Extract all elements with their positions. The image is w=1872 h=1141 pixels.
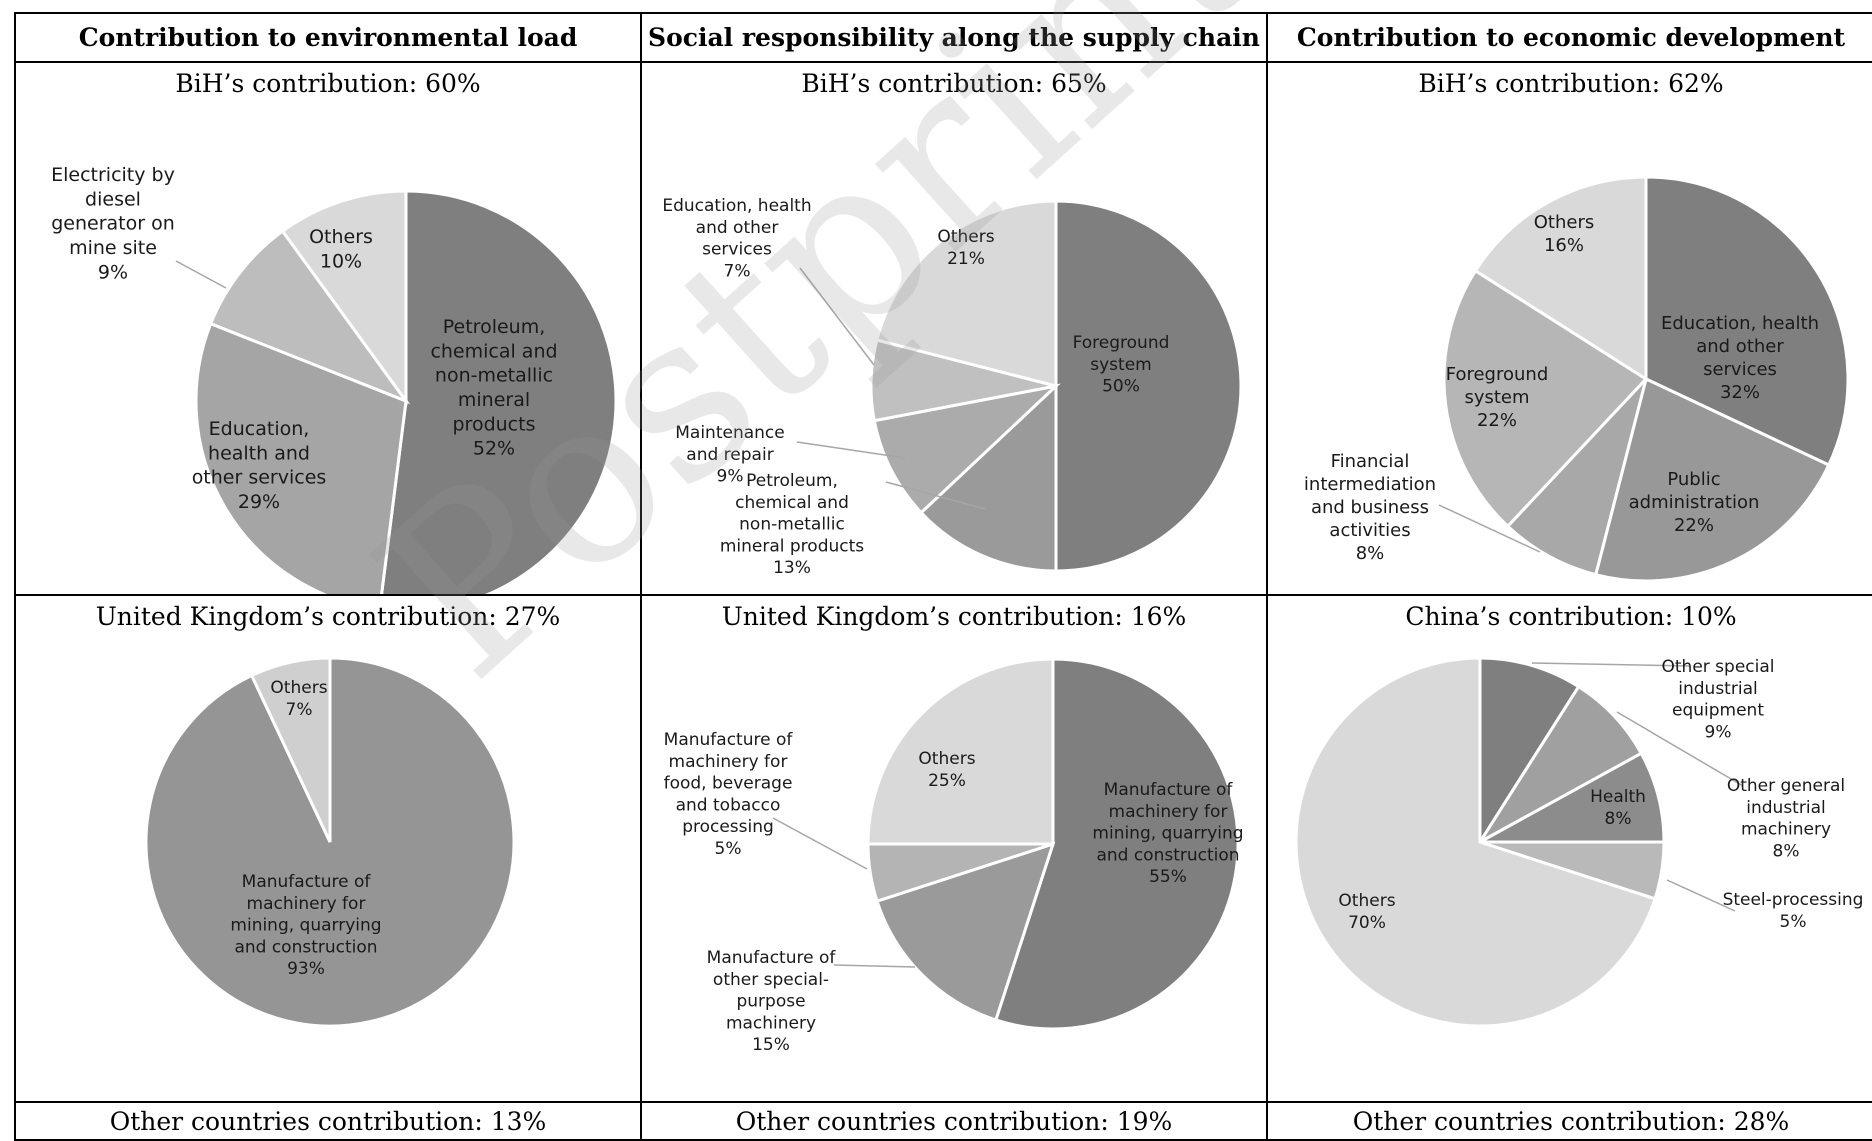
slice-label: Others 10% — [309, 226, 373, 272]
slice-label: Others 7% — [270, 678, 327, 720]
chart-cell-4: United Kingdom’s contribution: 16% Manuf… — [642, 596, 1268, 1103]
pie-slice — [208, 229, 411, 405]
slice-label: Others 21% — [937, 227, 994, 269]
pie-slice — [872, 383, 1061, 515]
slice-label: Other special industrial equipment 9% — [1662, 657, 1775, 742]
chart-cell-1: BiH’s contribution: 65% Foreground system… — [642, 63, 1268, 596]
slice-label: Education, health and other services 29% — [192, 418, 327, 513]
pie-slice — [1644, 175, 1850, 468]
slice-label: Manufacture of other special-purpose machi… — [707, 948, 837, 1055]
chart-title: BiH’s contribution: 62% — [1418, 69, 1724, 98]
column-header-economic: Contribution to economic development — [1268, 14, 1872, 63]
pie-slice — [919, 382, 1058, 573]
pie-chart-social-bih: Foreground system 50% Petroleum, chemical an… — [662, 196, 1243, 578]
chart-title: BiH’s contribution: 65% — [801, 69, 1107, 98]
slice-label: Financial intermediation and business activ… — [1304, 451, 1436, 564]
pie-chart-environmental-uk: Manufacture of machinery for mining, quarr… — [144, 656, 516, 1028]
pie-slice — [249, 656, 332, 843]
chart-title: BiH’s contribution: 60% — [175, 69, 481, 98]
chart-cell-2: BiH’s contribution: 62% Education, healt… — [1268, 63, 1872, 596]
footer-environmental: Other countries contribution: 13% — [16, 1103, 642, 1141]
slice-label: Education, health and other services 7% — [662, 196, 811, 281]
column-header-environmental: Contribution to environmental load — [16, 14, 642, 63]
pie-slice — [993, 657, 1240, 1031]
leader-line — [799, 267, 875, 366]
pie-slice — [1478, 656, 1581, 848]
slice-label: Steel-processing 5% — [1723, 890, 1864, 932]
slice-label: Petroleum, chemical and non-metallic minera… — [720, 471, 864, 578]
pie-chart-environmental-bih: Petroleum, chemical and non-metallic minera… — [51, 164, 618, 594]
chart-cell-5: China’s contribution: 10% Other special i… — [1268, 596, 1872, 1103]
slice-label: Public administration 22% — [1629, 469, 1760, 536]
pie-slice — [866, 657, 1055, 846]
slice-label: Electricity by diesel generator on mine sit… — [51, 164, 175, 283]
leader-line — [833, 964, 916, 968]
footer-economic: Other countries contribution: 28% — [1268, 1103, 1872, 1141]
pie-slice — [1294, 656, 1657, 1028]
pie-slice — [1505, 377, 1648, 577]
pie-slice — [194, 321, 408, 594]
pie-slice — [1473, 175, 1648, 382]
pie-slice — [280, 189, 408, 406]
chart-cell-0: BiH’s contribution: 60% Petroleum, chemic… — [16, 63, 642, 596]
leader-line — [885, 481, 986, 510]
pie-slice — [1478, 684, 1644, 844]
chart-table: Contribution to environmental load Socia… — [14, 12, 1872, 1141]
leader-line — [1438, 504, 1541, 553]
slice-label: Others 70% — [1338, 891, 1395, 933]
chart-title: China’s contribution: 10% — [1405, 602, 1737, 631]
chart-title: United Kingdom’s contribution: 27% — [95, 602, 561, 631]
leader-line — [796, 441, 906, 459]
slice-label: Others 25% — [918, 749, 975, 791]
slice-label: Manufacture of machinery for mining, quarr… — [1092, 780, 1243, 887]
pie-slice — [874, 199, 1058, 388]
column-header-social: Social responsibility along the supply c… — [642, 14, 1268, 63]
slice-label: Other general industrial machinery 8% — [1727, 776, 1845, 861]
slice-label: Foreground system 22% — [1446, 364, 1549, 431]
slice-label: Manufacture of machinery for mining, quarr… — [230, 872, 381, 979]
slice-label: Manufacture of machinery for food, beverag… — [664, 730, 794, 859]
pie-slice — [380, 189, 618, 594]
pie-slice — [1054, 199, 1243, 573]
slice-label: Health 8% — [1590, 787, 1646, 829]
slice-label: Others 16% — [1534, 212, 1595, 256]
chart-title: United Kingdom’s contribution: 16% — [721, 602, 1187, 631]
footer-social: Other countries contribution: 19% — [642, 1103, 1268, 1141]
pie-slice — [1442, 268, 1649, 529]
chart-cell-3: United Kingdom’s contribution: 27% Manuf… — [16, 596, 642, 1103]
slice-label: Education, health and other services 32% — [1661, 313, 1819, 403]
pie-chart-economic-bih: Education, health and other services 32% Pub… — [1304, 175, 1850, 583]
pie-chart-social-uk: Manufacture of machinery for mining, quarr… — [664, 657, 1244, 1055]
leader-line — [1616, 711, 1744, 787]
leader-line — [772, 817, 868, 870]
slice-label: Maintenance and repair 9% — [675, 423, 784, 487]
slice-label: Petroleum, chemical and non-metallic minera… — [430, 316, 557, 460]
pie-slice — [1479, 751, 1666, 844]
pie-chart-economic-china: Other special industrial equipment 9% Other … — [1294, 656, 1864, 1028]
leader-line — [1666, 879, 1736, 912]
leader-line — [1531, 662, 1691, 667]
pie-slice — [1593, 376, 1831, 583]
slice-label: Foreground system 50% — [1073, 333, 1170, 397]
leader-line — [175, 260, 227, 289]
